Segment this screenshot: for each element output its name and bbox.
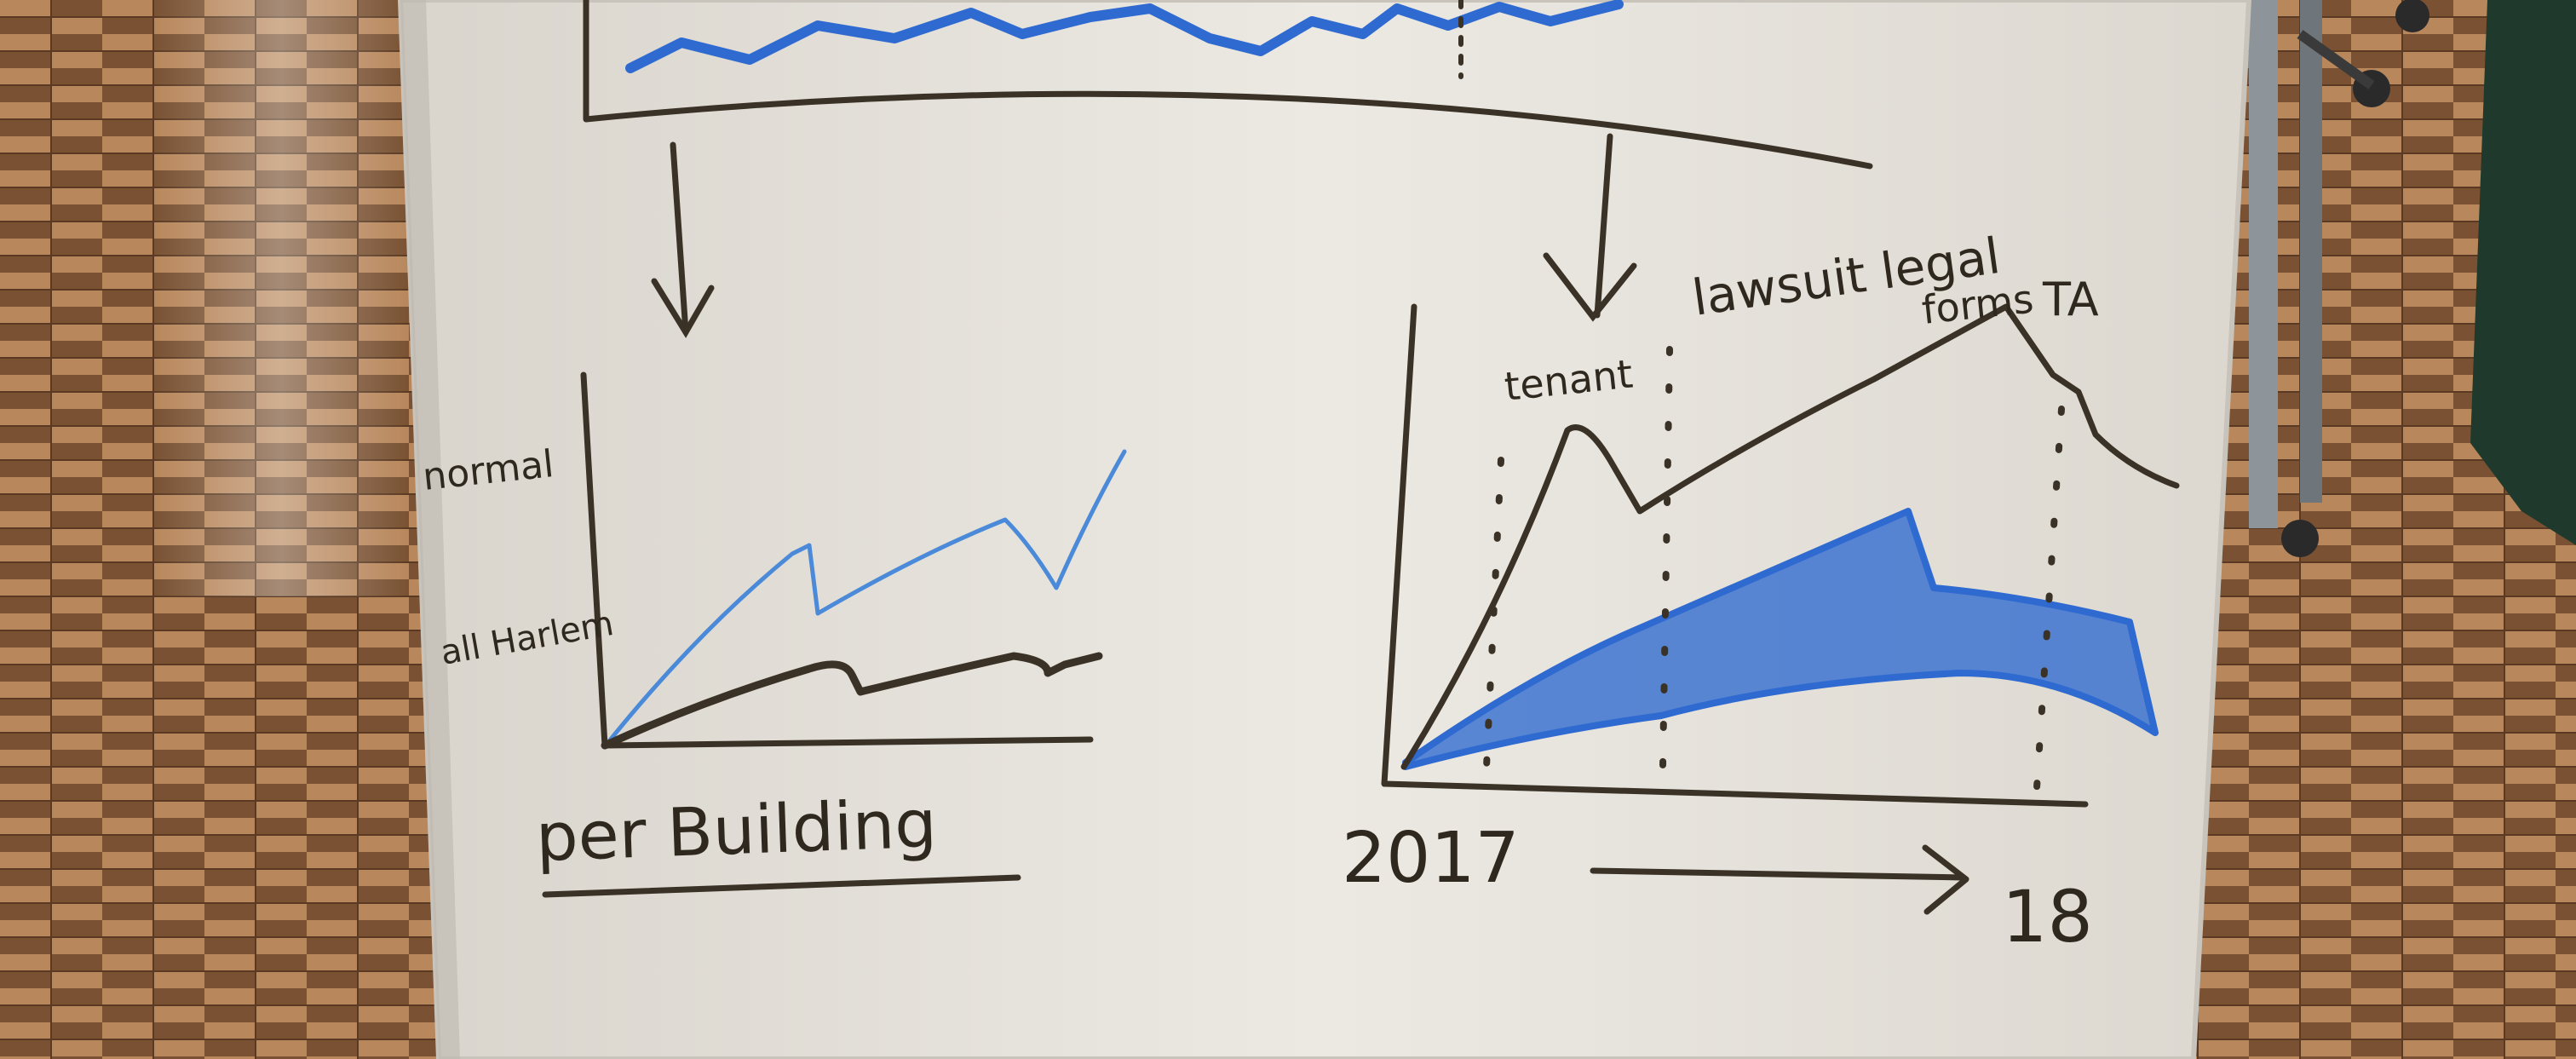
right-chart-annotation-ta: TA xyxy=(2042,273,2099,326)
right-chart-x-end-label: 18 xyxy=(2002,875,2093,958)
left-chart-caption-underline xyxy=(542,874,1021,898)
easel-legs xyxy=(2249,0,2429,557)
left-chart xyxy=(542,371,1127,898)
left-chart-caption: per Building xyxy=(535,786,939,877)
right-chart-time-arrowhead xyxy=(1922,844,1969,915)
left-chart-harlem-line xyxy=(601,652,1103,750)
right-chart xyxy=(1381,303,2180,915)
whiteboard-edge-shadow xyxy=(400,0,460,1059)
top-chart xyxy=(583,0,1873,170)
green-cloth xyxy=(2470,0,2576,545)
arrow-down-left xyxy=(651,141,715,338)
floor-light-reflection xyxy=(153,0,409,596)
left-chart-normal-line xyxy=(607,449,1127,744)
right-chart-time-arrow xyxy=(1590,867,1967,881)
right-chart-blue-band xyxy=(1402,508,2159,770)
whiteboard xyxy=(397,0,2252,1059)
right-chart-axes xyxy=(1381,303,2089,808)
right-chart-black-line xyxy=(1400,303,2180,770)
arrow-down-right xyxy=(1543,133,1637,322)
right-chart-x-start-label: 2017 xyxy=(1342,818,1520,899)
right-chart-dotted-line-1 xyxy=(1483,457,1504,770)
